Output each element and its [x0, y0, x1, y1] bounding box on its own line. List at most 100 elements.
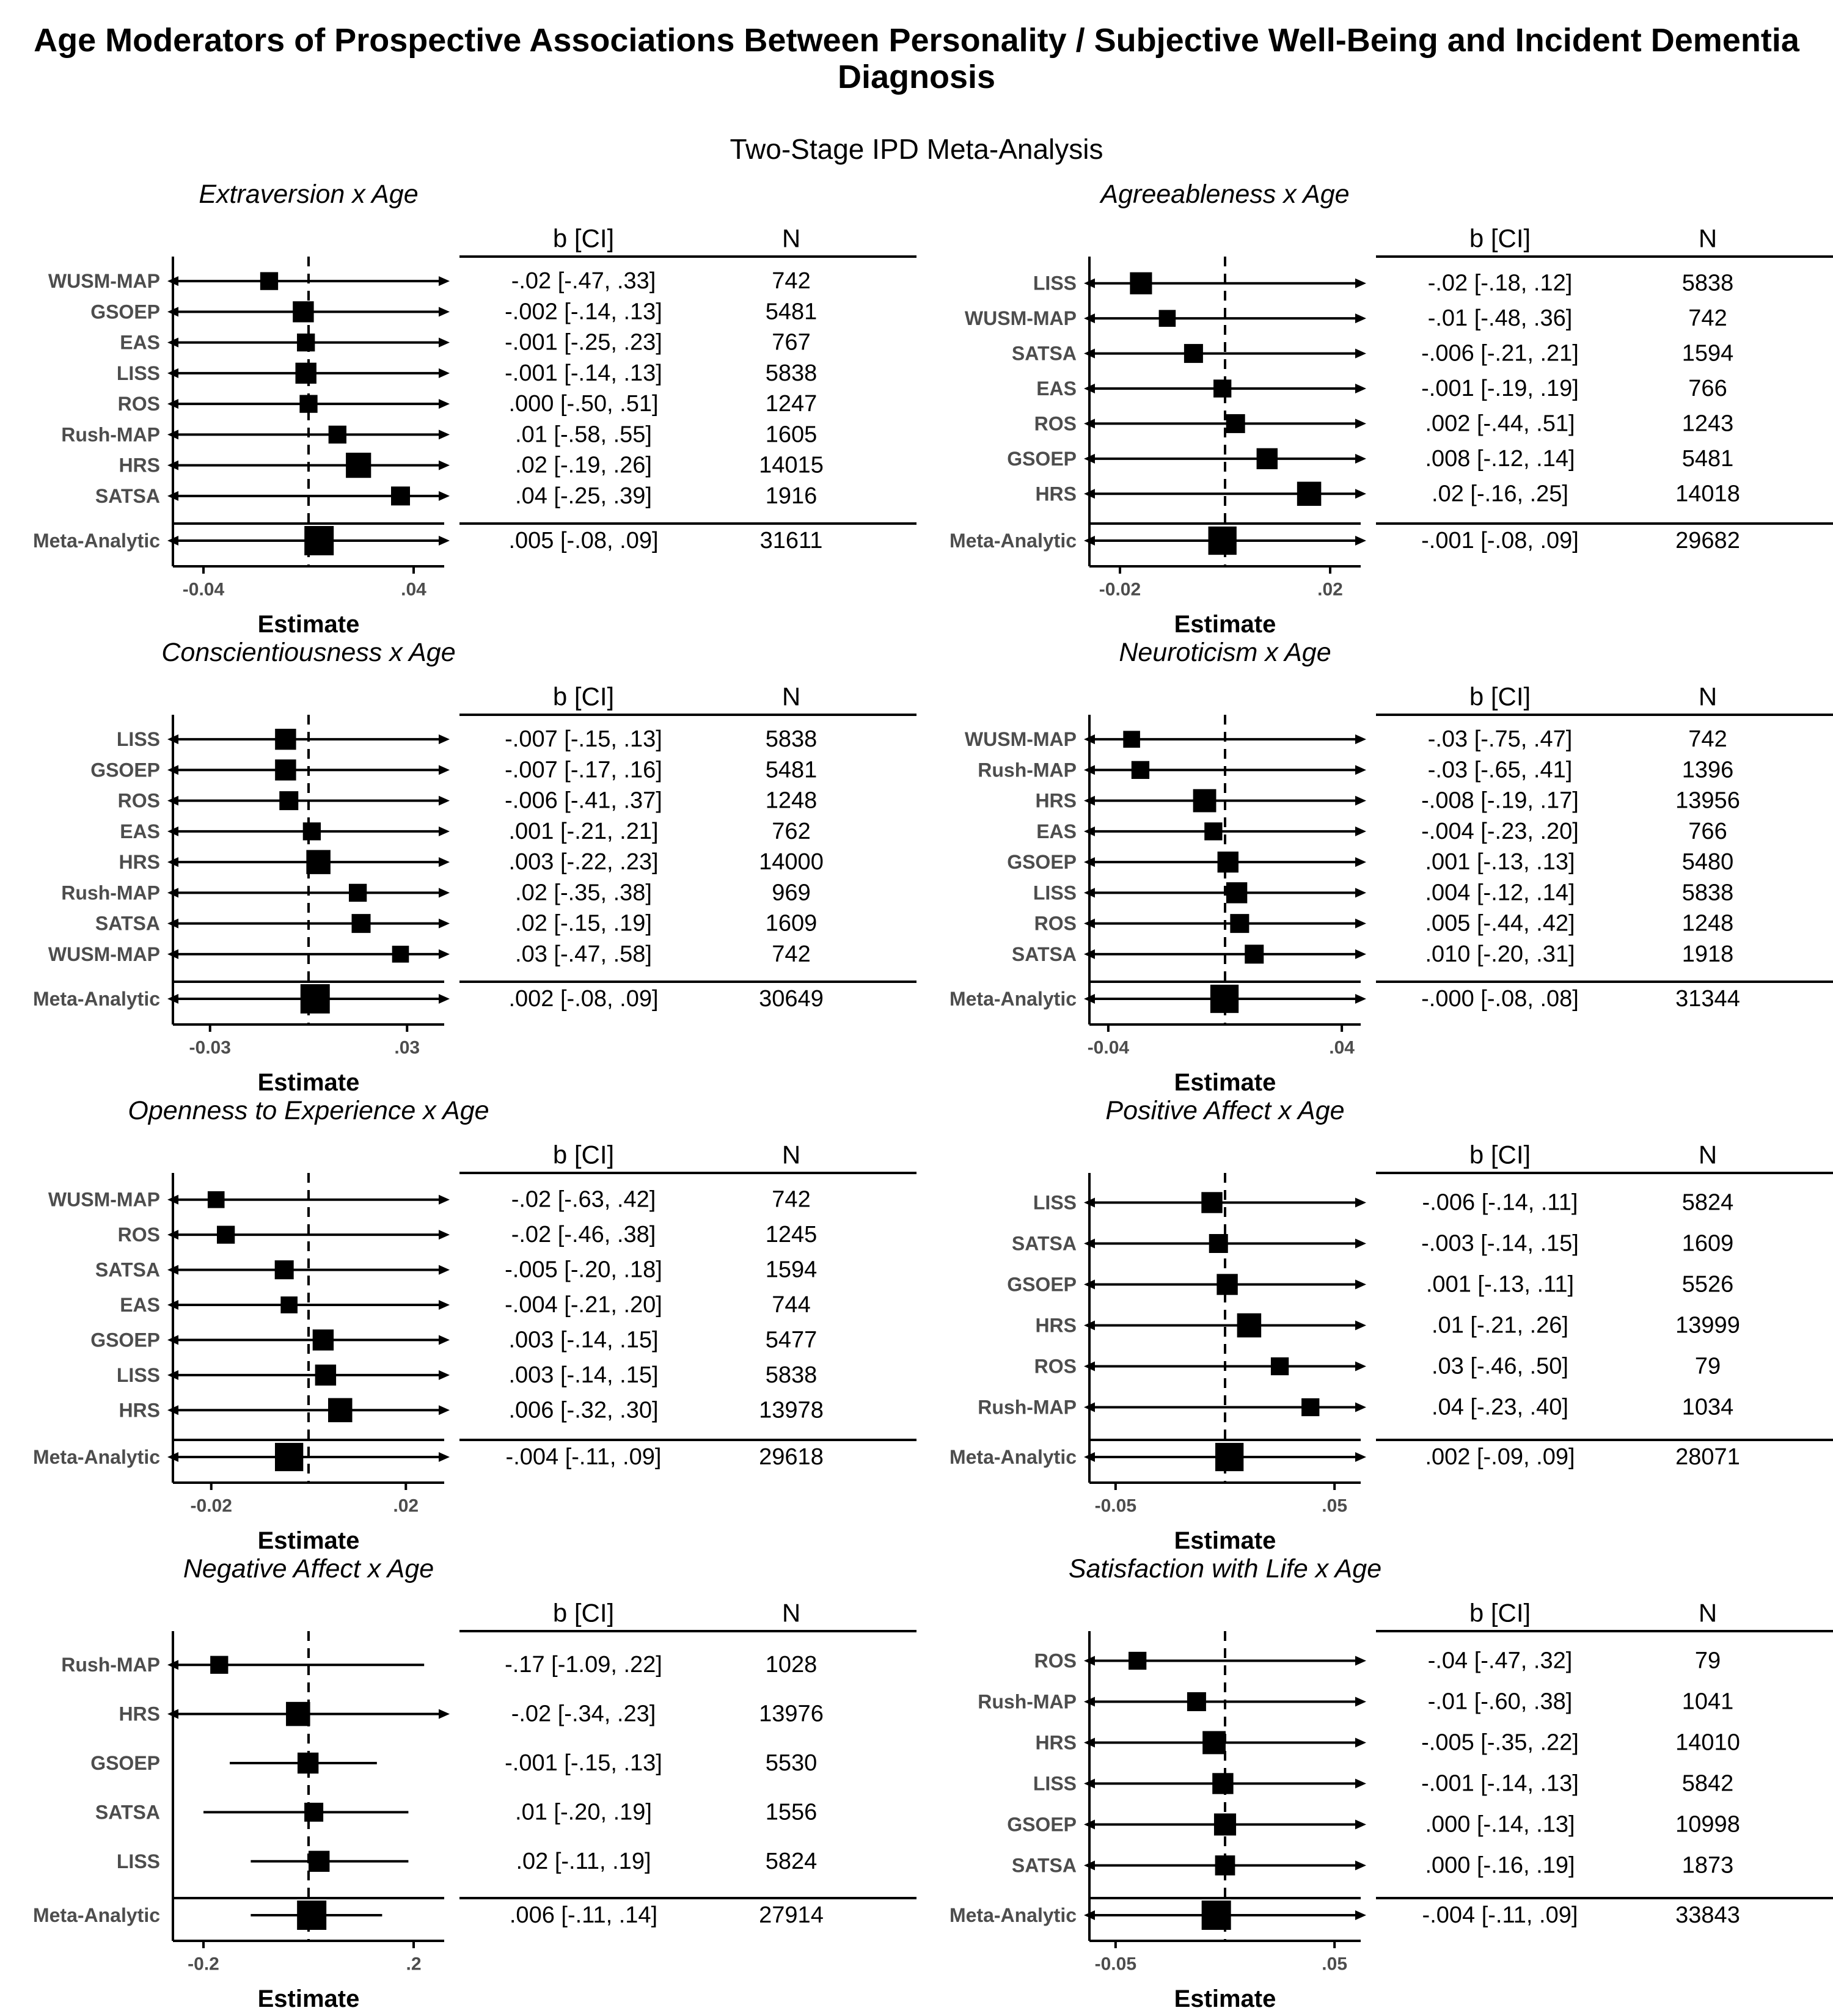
ci-arrow-left: [167, 337, 178, 348]
point-estimate: [1213, 379, 1232, 398]
sample-size-text: 762: [772, 819, 810, 844]
sample-size-text: 5530: [766, 1750, 818, 1776]
ci-arrow-left: [1084, 1238, 1095, 1249]
sample-size-text: 1918: [1682, 941, 1734, 967]
sample-size-text: 30649: [759, 986, 824, 1012]
point-estimate: [279, 791, 299, 811]
study-label: WUSM-MAP: [48, 270, 160, 292]
effect-ci-text: .002 [-.09, .09]: [1425, 1444, 1575, 1470]
effect-ci-text: -.01 [-.60, .38]: [1428, 1689, 1573, 1715]
point-estimate: [295, 362, 316, 384]
effect-ci-text: -.004 [-.11, .09]: [506, 1444, 662, 1470]
ci-arrow-right: [1355, 994, 1366, 1004]
study-label: EAS: [1036, 820, 1077, 842]
ci-arrow-right: [439, 1452, 450, 1462]
ci-arrow-left: [1084, 313, 1095, 324]
sample-size-text: 10998: [1675, 1812, 1740, 1838]
effect-ci-text: .004 [-.12, .14]: [1425, 880, 1575, 905]
ci-arrow-right: [1355, 1361, 1366, 1371]
ci-arrow-left: [1084, 536, 1095, 546]
point-estimate: [304, 1802, 324, 1822]
study-label: GSOEP: [1007, 851, 1077, 873]
study-label: ROS: [1034, 412, 1077, 434]
effect-ci-text: -.005 [-.35, .22]: [1421, 1730, 1579, 1756]
x-tick-label: -0.02: [191, 1496, 232, 1516]
point-estimate: [260, 272, 279, 290]
ci-arrow-right: [439, 795, 450, 806]
point-estimate: [1226, 414, 1245, 433]
ci-arrow-right: [439, 460, 450, 470]
ci-arrow-left: [167, 795, 178, 806]
ci-arrow-left: [1084, 1737, 1095, 1748]
sample-size-text: 5838: [766, 726, 818, 752]
ci-arrow-right: [439, 491, 450, 501]
sample-size-text: 14015: [759, 453, 824, 478]
table-header-n: N: [782, 682, 800, 711]
ci-arrow-right: [1355, 384, 1366, 393]
point-estimate: [348, 883, 367, 902]
sample-size-text: 742: [772, 268, 810, 294]
effect-ci-text: .002 [-.08, .09]: [508, 986, 658, 1012]
sample-size-text: 1028: [766, 1652, 818, 1678]
ci-arrow-right: [1355, 278, 1366, 288]
sample-size-text: 1594: [766, 1257, 818, 1283]
effect-ci-text: -.03 [-.75, .47]: [1428, 726, 1573, 752]
study-label: ROS: [1034, 913, 1077, 935]
ci-arrow-left: [1084, 857, 1095, 867]
point-estimate: [302, 822, 321, 841]
ci-arrow-right: [1355, 949, 1366, 959]
point-estimate: [1212, 1773, 1234, 1794]
point-estimate: [1184, 344, 1203, 363]
study-label: Meta-Analytic: [949, 530, 1077, 552]
point-estimate: [328, 425, 346, 444]
study-label: GSOEP: [1007, 448, 1077, 470]
sample-size-text: 742: [772, 1187, 810, 1213]
study-label: EAS: [120, 332, 160, 354]
ci-arrow-left: [167, 307, 178, 317]
ci-arrow-right: [439, 1709, 450, 1719]
effect-ci-text: .003 [-.14, .15]: [508, 1362, 658, 1388]
effect-ci-text: .001 [-.13, .11]: [1426, 1272, 1574, 1298]
ci-arrow-left: [167, 460, 178, 470]
chart-title: Age Moderators of Prospective Associatio…: [0, 22, 1833, 95]
forest-panel: Negative Affect x Age b [CI] N -0.2 .2 Estima…: [33, 1554, 916, 2012]
point-estimate: [1208, 526, 1237, 555]
ci-arrow-right: [1355, 1860, 1366, 1871]
point-estimate: [392, 946, 409, 963]
x-tick-label: .04: [401, 580, 426, 600]
ci-arrow-left: [1084, 489, 1095, 499]
point-estimate: [1215, 1855, 1235, 1875]
study-label: SATSA: [95, 485, 160, 507]
sample-size-text: 1594: [1682, 341, 1734, 367]
ci-arrow-right: [1355, 348, 1366, 359]
point-estimate: [315, 1364, 337, 1386]
x-tick-label: -0.05: [1095, 1496, 1136, 1516]
ci-arrow-left: [167, 857, 178, 867]
sample-size-text: 29682: [1675, 528, 1740, 553]
forest-panel: Conscientiousness x Age b [CI] N -0.03 .03 Es…: [33, 638, 916, 1096]
point-estimate: [346, 453, 371, 478]
ci-arrow-right: [439, 1335, 450, 1345]
point-estimate: [351, 914, 371, 933]
effect-ci-text: -.001 [-.14, .13]: [505, 360, 662, 386]
sample-size-text: 5824: [1682, 1190, 1734, 1216]
study-label: EAS: [120, 820, 160, 842]
sample-size-text: 1556: [766, 1799, 818, 1825]
ci-arrow-left: [167, 765, 178, 775]
ci-arrow-right: [1355, 489, 1366, 499]
panel-title: Agreeableness x Age: [1099, 180, 1349, 209]
effect-ci-text: .04 [-.23, .40]: [1432, 1395, 1568, 1420]
effect-ci-text: .001 [-.13, .13]: [1425, 849, 1575, 875]
panel-title: Negative Affect x Age: [183, 1554, 434, 1583]
study-label: SATSA: [1012, 343, 1077, 365]
effect-ci-text: .02 [-.15, .19]: [515, 911, 652, 937]
ci-arrow-right: [439, 536, 450, 546]
ci-arrow-left: [1084, 1197, 1095, 1208]
ci-arrow-left: [1084, 795, 1095, 806]
point-estimate: [210, 1656, 229, 1674]
x-tick-label: -0.05: [1095, 1954, 1136, 1974]
x-axis-label: Estimate: [1174, 1985, 1276, 2012]
ci-arrow-right: [439, 1194, 450, 1205]
ci-arrow-right: [1355, 1238, 1366, 1249]
